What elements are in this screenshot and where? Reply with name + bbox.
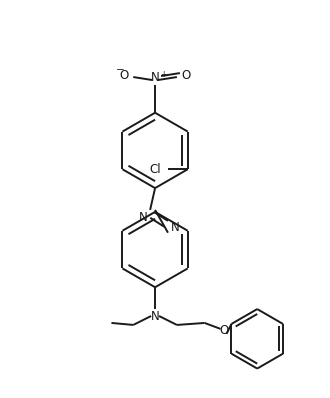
Text: O: O xyxy=(182,68,191,82)
Text: N: N xyxy=(138,211,147,224)
Text: Cl: Cl xyxy=(149,163,161,176)
Text: −: − xyxy=(116,65,125,75)
Text: O: O xyxy=(219,324,228,338)
Text: +: + xyxy=(160,70,166,79)
Text: N: N xyxy=(151,71,159,84)
Text: O: O xyxy=(119,68,128,82)
Text: N: N xyxy=(171,221,180,234)
Text: N: N xyxy=(151,310,159,323)
